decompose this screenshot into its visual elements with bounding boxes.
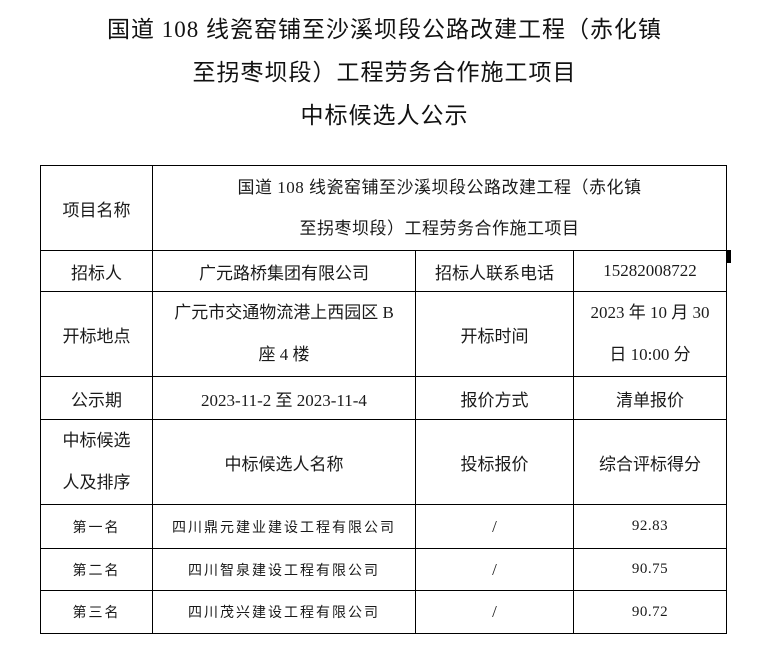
candidates-bid-header: 投标报价	[415, 419, 574, 505]
pricing-method-value: 清单报价	[572, 376, 728, 420]
candidate-1-rank: 第一名	[40, 504, 153, 549]
tenderer-label: 招标人	[40, 250, 153, 292]
candidate-2-bid-price: /	[415, 548, 574, 591]
candidates-rank-header: 中标候选 人及排序	[40, 419, 153, 505]
candidate-1-bid-price: /	[415, 504, 574, 549]
tenderer-phone-value: 15282008722	[572, 250, 728, 292]
project-name-value: 国道 108 线瓷窑铺至沙溪坝段公路改建工程（赤化镇 至拐枣坝段）工程劳务合作施…	[151, 165, 728, 251]
row-bid-opening: 开标地点 广元市交通物流港上西园区 B 座 4 楼 开标时间 2023 年 10…	[40, 291, 728, 377]
opening-place-label: 开标地点	[40, 291, 153, 377]
title-line-3: 中标候选人公示	[300, 103, 469, 128]
text-cursor-mark	[727, 250, 731, 263]
candidate-3-bid-price: /	[415, 590, 574, 634]
row-tenderer: 招标人 广元路桥集团有限公司 招标人联系电话 15282008722	[40, 250, 728, 292]
opening-time-label: 开标时间	[415, 291, 574, 377]
candidate-3-name: 四川茂兴建设工程有限公司	[152, 590, 416, 634]
announcement-table: 项目名称 国道 108 线瓷窑铺至沙溪坝段公路改建工程（赤化镇 至拐枣坝段）工程…	[40, 165, 728, 634]
candidate-2-rank: 第二名	[40, 548, 153, 591]
row-candidates-header: 中标候选 人及排序 中标候选人名称 投标报价 综合评标得分	[40, 419, 728, 505]
candidate-3-rank: 第三名	[40, 590, 153, 634]
opening-time-value: 2023 年 10 月 30 日 10:00 分	[572, 291, 728, 377]
candidate-row-1: 第一名 四川鼎元建业建设工程有限公司 / 92.83	[40, 504, 728, 549]
candidates-score-header: 综合评标得分	[572, 419, 728, 505]
row-project-name: 项目名称 国道 108 线瓷窑铺至沙溪坝段公路改建工程（赤化镇 至拐枣坝段）工程…	[40, 165, 728, 251]
candidate-3-score: 90.72	[572, 590, 728, 634]
candidate-row-2: 第二名 四川智泉建设工程有限公司 / 90.75	[40, 548, 728, 591]
row-publicity: 公示期 2023-11-2 至 2023-11-4 报价方式 清单报价	[40, 376, 728, 420]
tenderer-name: 广元路桥集团有限公司	[152, 250, 416, 292]
candidates-name-header: 中标候选人名称	[152, 419, 416, 505]
pricing-method-label: 报价方式	[415, 376, 574, 420]
title-line-1: 国道 108 线瓷窑铺至沙溪坝段公路改建工程（赤化镇	[107, 17, 662, 42]
candidate-row-3: 第三名 四川茂兴建设工程有限公司 / 90.72	[40, 590, 728, 634]
candidate-2-name: 四川智泉建设工程有限公司	[152, 548, 416, 591]
publicity-label: 公示期	[40, 376, 153, 420]
opening-place-value: 广元市交通物流港上西园区 B 座 4 楼	[152, 291, 416, 377]
publicity-period: 2023-11-2 至 2023-11-4	[152, 376, 416, 420]
document-title: 国道 108 线瓷窑铺至沙溪坝段公路改建工程（赤化镇 至拐枣坝段）工程劳务合作施…	[0, 0, 769, 137]
candidate-1-name: 四川鼎元建业建设工程有限公司	[152, 504, 416, 549]
candidate-2-score: 90.75	[572, 548, 728, 591]
candidate-1-score: 92.83	[572, 504, 728, 549]
project-name-label: 项目名称	[40, 165, 153, 251]
title-line-2: 至拐枣坝段）工程劳务合作施工项目	[192, 60, 577, 85]
tenderer-phone-label: 招标人联系电话	[415, 250, 574, 292]
